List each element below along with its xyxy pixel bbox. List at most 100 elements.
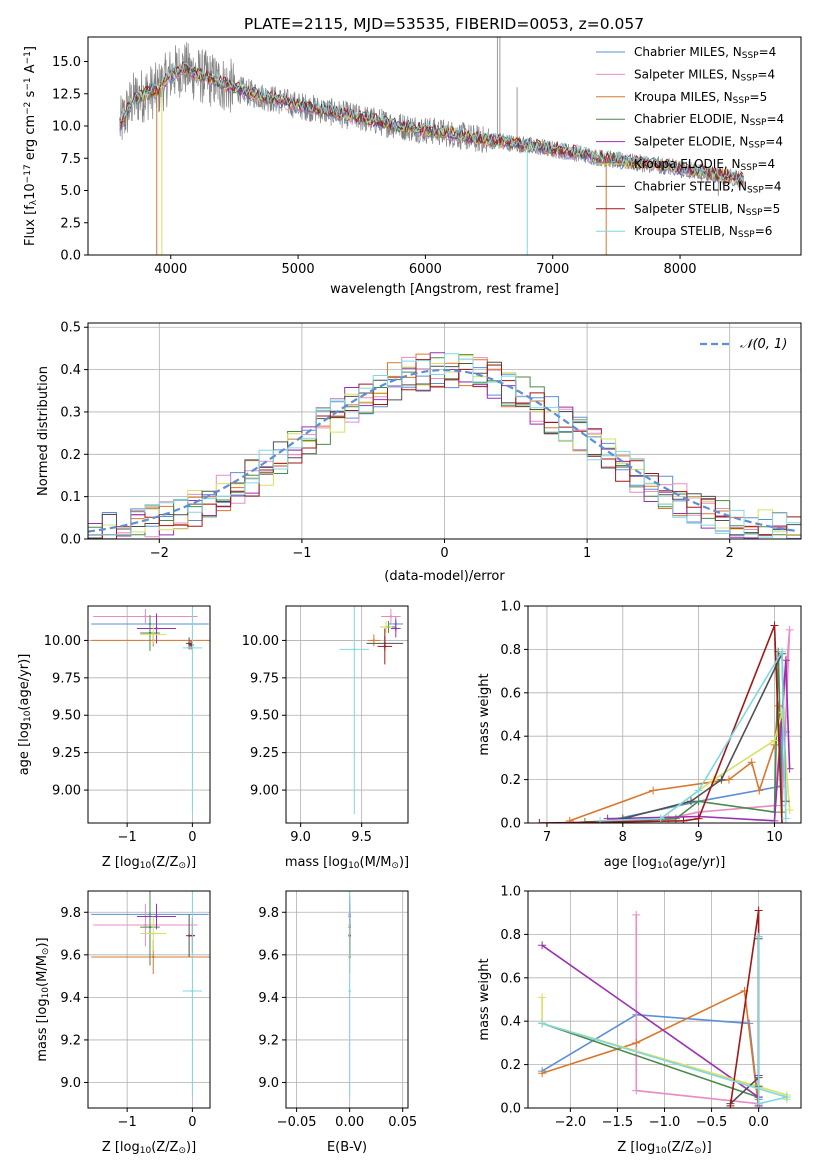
weight-marker <box>538 1019 547 1028</box>
axes-frame <box>87 36 802 256</box>
legend-entry: Kroupa STELIB, NSSP=6 <box>634 224 772 240</box>
plot-age-vs-Z: −1 0 9.00 9.25 9.50 9.75 10.00 Z [log10(Z/Z⊙)] a… <box>17 605 211 871</box>
x-tick-label: 9.5 <box>351 830 372 845</box>
y-tick-label: 0.2 <box>500 773 521 788</box>
legend-entry: Salpeter ELODIE, NSSP=4 <box>634 135 783 151</box>
y-tick-label: 9.6 <box>258 948 279 963</box>
y-tick-label: 9.8 <box>60 906 81 921</box>
x-tick-label: 0 <box>188 1115 196 1130</box>
y-axis-label: Normed distribution <box>36 366 51 496</box>
x-tick-label: 7000 <box>536 262 569 277</box>
plot-area <box>119 37 744 255</box>
weight-line <box>569 705 780 822</box>
legend-entry: Kroupa ELODIE, NSSP=4 <box>634 157 775 173</box>
weight-line <box>584 651 783 823</box>
weight-marker <box>565 816 574 823</box>
x-tick-label: 1 <box>583 546 591 561</box>
y-tick-label: 0.0 <box>60 533 81 548</box>
data-point <box>353 648 356 651</box>
legend-entry: Chabrier STELIB, NSSP=4 <box>634 179 782 195</box>
weight-line <box>541 936 760 1099</box>
data-point <box>152 955 155 959</box>
y-tick-label: 9.8 <box>258 906 279 921</box>
x-tick-label: −0.05 <box>277 1115 317 1130</box>
y-tick-label: 0.6 <box>500 971 521 986</box>
y-tick-label: 5.0 <box>60 184 81 199</box>
plot-age-vs-mass: 9.0 9.5 9.00 9.25 9.50 9.75 10.00 mass [log10(M… <box>242 605 409 871</box>
x-axis-label: E(B-V) <box>327 1140 367 1155</box>
weight-marker <box>538 941 547 950</box>
axes-frame <box>285 890 409 1109</box>
x-tick-label: −0.5 <box>696 1115 728 1130</box>
y-tick-label: 7.5 <box>60 152 81 167</box>
data-point <box>189 643 193 647</box>
x-tick-label: −2.0 <box>555 1115 587 1130</box>
plot-weight-vs-Z: −2.0 −1.5 −1.0 −0.5 0.0 0.0 0.2 0.4 0.6 0.8 1.0 Z [… <box>477 885 802 1156</box>
weight-marker <box>778 819 787 823</box>
y-tick-label: 15.0 <box>52 55 81 70</box>
legend-entry: Salpeter MILES, NSSP=4 <box>634 67 775 83</box>
weight-marker <box>538 993 547 1002</box>
legend: Chabrier MILES, NSSP=4 Salpeter MILES, NS… <box>596 45 784 240</box>
data-point <box>148 925 152 929</box>
axes-frame <box>87 890 211 1109</box>
y-tick-label: 0.2 <box>60 448 81 463</box>
data-point <box>191 989 194 993</box>
x-tick-label: −1.0 <box>649 1115 681 1130</box>
y-tick-label: 0.4 <box>500 730 521 745</box>
weight-marker <box>770 816 779 823</box>
weight-marker <box>781 814 790 823</box>
weight-marker <box>687 797 696 806</box>
weight-marker <box>538 1069 547 1078</box>
y-tick-label: 0.0 <box>60 249 81 264</box>
plot-mass-vs-Z: −1 0 9.0 9.2 9.4 9.6 9.8 Z [log10(Z/Z⊙)] mass [l… <box>35 890 211 1156</box>
weight-marker <box>717 775 726 784</box>
legend-entry: Chabrier MILES, NSSP=4 <box>634 45 776 61</box>
data-point <box>152 633 155 636</box>
y-tick-label: 9.0 <box>60 1076 81 1091</box>
weight-marker <box>596 816 605 823</box>
y-tick-label: 10.0 <box>52 120 81 135</box>
x-axis-label: Z [log10(Z/Z⊙)] <box>102 855 196 871</box>
weight-marker <box>649 786 658 795</box>
y-tick-label: 0.0 <box>500 817 521 832</box>
x-tick-label: 8000 <box>663 262 696 277</box>
y-tick-label: 9.00 <box>250 784 279 799</box>
model-spectrum <box>119 61 744 183</box>
weight-marker <box>632 1038 641 1047</box>
plot-mass-vs-EBV: −0.05 0.00 0.05 9.0 9.2 9.4 9.6 9.8 E(B-V) <box>258 890 417 1155</box>
x-tick-label: −1 <box>118 830 137 845</box>
y-tick-label: 9.4 <box>60 991 81 1006</box>
data-point <box>187 934 191 937</box>
data-point <box>187 642 191 645</box>
x-tick-label: 9.0 <box>290 830 311 845</box>
plot-spectrum: 4000 5000 6000 7000 8000 0.0 2.5 5.0 7.5 10.0 12.5… <box>23 36 802 297</box>
data-point <box>348 989 351 993</box>
weight-marker <box>778 708 787 717</box>
x-tick-label: −2 <box>150 546 169 561</box>
weight-marker <box>770 621 779 630</box>
y-axis-label: mass weight <box>477 958 492 1040</box>
weight-marker <box>778 647 787 656</box>
weight-marker <box>535 819 544 823</box>
data-point <box>394 627 397 630</box>
x-axis-label: Z [log10(Z/Z⊙)] <box>617 1140 711 1156</box>
weight-line <box>660 712 791 820</box>
plot-area <box>91 891 210 1098</box>
weight-line <box>541 989 760 1108</box>
data-point <box>152 932 155 935</box>
y-tick-label: 9.50 <box>250 709 279 724</box>
weight-marker <box>785 625 794 634</box>
weight-line <box>668 629 791 820</box>
figure-title: PLATE=2115, MJD=53535, FIBERID=0053, z=0… <box>244 15 644 33</box>
y-tick-label: 10.00 <box>44 634 81 649</box>
plot-area <box>348 891 351 1098</box>
weight-marker <box>754 932 763 941</box>
plot-weight-vs-age: 7 8 9 10 0.0 0.2 0.4 0.6 0.8 1.0 age [log10(age/yr… <box>477 600 802 871</box>
x-tick-label: 0.0 <box>748 1115 769 1130</box>
weight-marker <box>694 814 703 823</box>
weight-marker <box>694 797 703 806</box>
x-tick-label: 9 <box>694 830 702 845</box>
y-axis-label: mass [log10(M/M⊙)] <box>35 937 51 1061</box>
y-tick-label: 0.4 <box>500 1015 521 1030</box>
